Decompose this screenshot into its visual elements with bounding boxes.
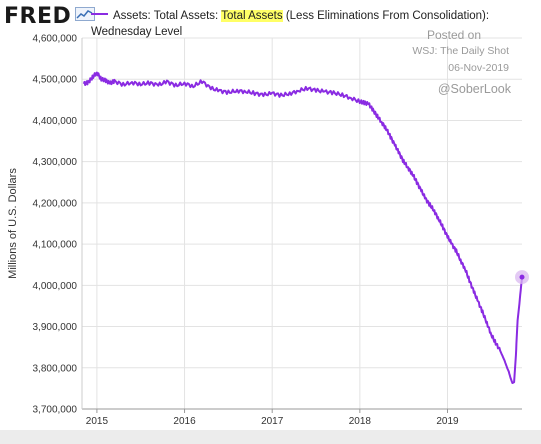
y-tick-label: 4,000,000	[33, 281, 78, 292]
legend-prefix: Assets: Total Assets:	[113, 10, 222, 22]
y-tick-label: 4,600,000	[33, 34, 78, 45]
watermark-date: 06-Nov-2019	[448, 62, 509, 74]
legend-line-swatch	[91, 12, 108, 15]
y-tick-label: 3,700,000	[33, 405, 78, 416]
y-tick-label: 4,500,000	[33, 75, 78, 86]
y-tick-label: 3,900,000	[33, 322, 78, 333]
watermark-source: WSJ: The Daily Shot	[412, 45, 509, 57]
x-tick-label: 2019	[436, 416, 459, 427]
legend-highlight: Total Assets	[221, 10, 283, 22]
y-tick-label: 4,400,000	[33, 116, 78, 127]
y-tick-label: 4,100,000	[33, 240, 78, 251]
bottom-scroll-bar	[0, 430, 541, 444]
x-tick-label: 2017	[261, 416, 284, 427]
chart-legend: Assets: Total Assets: Total Assets (Less…	[91, 8, 511, 40]
x-tick-label: 2015	[86, 416, 109, 427]
legend-suffix: (Less Eliminations From Consolidation): …	[91, 10, 490, 38]
y-tick-label: 3,800,000	[33, 363, 78, 374]
x-tick-label: 2016	[173, 416, 196, 427]
last-point-marker[interactable]	[519, 274, 525, 280]
fred-logo-text: FRED	[4, 4, 72, 29]
y-tick-label: 4,300,000	[33, 157, 78, 168]
watermark-posted: Posted on	[426, 28, 481, 42]
plot-area	[82, 38, 522, 409]
y-axis-label: Millions of U.S. Dollars	[7, 168, 19, 279]
watermark-handle: @SoberLook	[437, 82, 511, 96]
x-tick-label: 2018	[349, 416, 372, 427]
series-line[interactable]	[82, 71, 523, 384]
y-tick-label: 4,200,000	[33, 198, 78, 209]
